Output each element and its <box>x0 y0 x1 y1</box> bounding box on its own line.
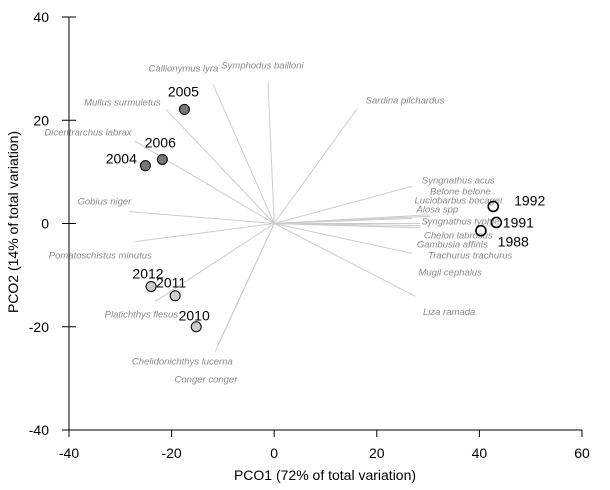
sample-point <box>145 280 157 292</box>
sample-label: 2011 <box>156 274 186 290</box>
y-axis-title: PCO2 (14% of total variation) <box>5 131 21 313</box>
sample-point <box>475 224 487 237</box>
y-tick-label: 20 <box>33 112 49 128</box>
sample-point <box>487 200 500 213</box>
sample-point <box>139 160 151 172</box>
species-label: Mullus surmuletus <box>84 98 161 109</box>
species-label: Conger conger <box>175 374 239 385</box>
sample-label: 2005 <box>168 83 199 99</box>
species-vector-line <box>217 223 275 346</box>
sample-label: 2006 <box>145 134 176 150</box>
x-tick-label: -20 <box>161 445 181 461</box>
sample-point <box>178 103 190 115</box>
species-vector-line <box>273 108 358 224</box>
species-label: Alosa spp <box>415 205 458 216</box>
x-axis-title: PCO1 (72% of total variation) <box>234 467 416 483</box>
species-vector-line <box>274 217 413 224</box>
species-label: Callionymus lyra <box>149 64 219 75</box>
species-vector-line <box>267 82 275 224</box>
sample-point <box>490 216 503 229</box>
species-vector-line <box>128 211 275 224</box>
species-label: Syngnathus acus <box>422 176 495 187</box>
x-tick-label: 0 <box>270 445 278 461</box>
species-vector-line <box>212 84 275 224</box>
sample-point <box>156 153 168 165</box>
species-label: Pomatoschistus minutus <box>49 251 152 262</box>
species-label: Syngnathus typhle <box>421 216 499 227</box>
species-vector-line <box>165 109 275 224</box>
species-vector-line <box>274 223 413 254</box>
sample-label: 1992 <box>514 192 545 208</box>
species-label: Mugil cephalus <box>418 268 482 279</box>
sample-point <box>190 321 202 333</box>
y-tick-label: -20 <box>29 319 49 335</box>
sample-point <box>169 290 181 302</box>
x-tick-label: -40 <box>59 445 79 461</box>
species-label: Liza ramada <box>423 307 475 318</box>
x-tick-label: 40 <box>472 445 488 461</box>
species-vector-line <box>134 140 275 224</box>
species-label: Belone belone <box>430 186 491 197</box>
species-label: Chelidonichthys lucerna <box>132 356 233 367</box>
species-vector-line <box>274 185 413 224</box>
species-label: Trachurus trachurus <box>428 251 513 262</box>
sample-label: 2012 <box>132 266 163 282</box>
species-label: Gambusia affinis <box>417 240 488 251</box>
sample-label: 1988 <box>498 234 529 250</box>
species-vector-line <box>273 223 416 297</box>
species-label: Platichthys flesus <box>105 309 179 320</box>
species-label: Luciobarbus bocagei <box>415 195 504 206</box>
species-vector-line <box>154 223 275 302</box>
axes: -40 -20 0 20 40 -40 -20 0 20 40 60 <box>29 9 590 461</box>
species-vectors: Callionymus lyra Symphodus bailloni Sardin… <box>44 61 512 386</box>
species-vector-line <box>135 223 275 243</box>
sample-label: 2004 <box>106 150 137 166</box>
sample-label: 1991 <box>503 214 534 230</box>
y-tick-label: 40 <box>33 9 49 25</box>
species-label: Symphodus bailloni <box>221 61 304 72</box>
species-label: Gobius niger <box>77 196 132 207</box>
species-label: Dicentrarchus labrax <box>44 128 132 139</box>
species-vector-line <box>274 223 421 229</box>
species-label: Chelon labrosus <box>424 230 493 241</box>
x-tick-label: 60 <box>574 445 590 461</box>
y-tick-label: -40 <box>29 422 49 438</box>
species-label: Sardina pilchardus <box>366 96 445 107</box>
sample-label: 2010 <box>179 307 210 323</box>
y-tick-label: 0 <box>41 216 49 232</box>
x-tick-label: 20 <box>369 445 385 461</box>
